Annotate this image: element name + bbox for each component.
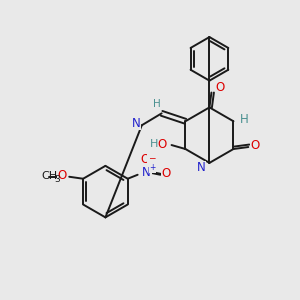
Text: H: H [153,99,160,110]
Text: N: N [197,161,206,174]
Text: O: O [58,169,67,182]
Text: H: H [240,113,249,126]
Text: O: O [216,81,225,94]
Text: O: O [157,138,166,151]
Text: N: N [142,166,151,179]
Text: +: + [149,163,156,172]
Text: −: − [148,153,155,162]
Text: 3: 3 [55,175,60,184]
Text: O: O [250,139,260,152]
Text: O: O [162,167,171,180]
Text: O: O [140,153,149,167]
Text: N: N [131,117,140,130]
Text: H: H [149,139,158,149]
Text: CH: CH [41,171,58,181]
